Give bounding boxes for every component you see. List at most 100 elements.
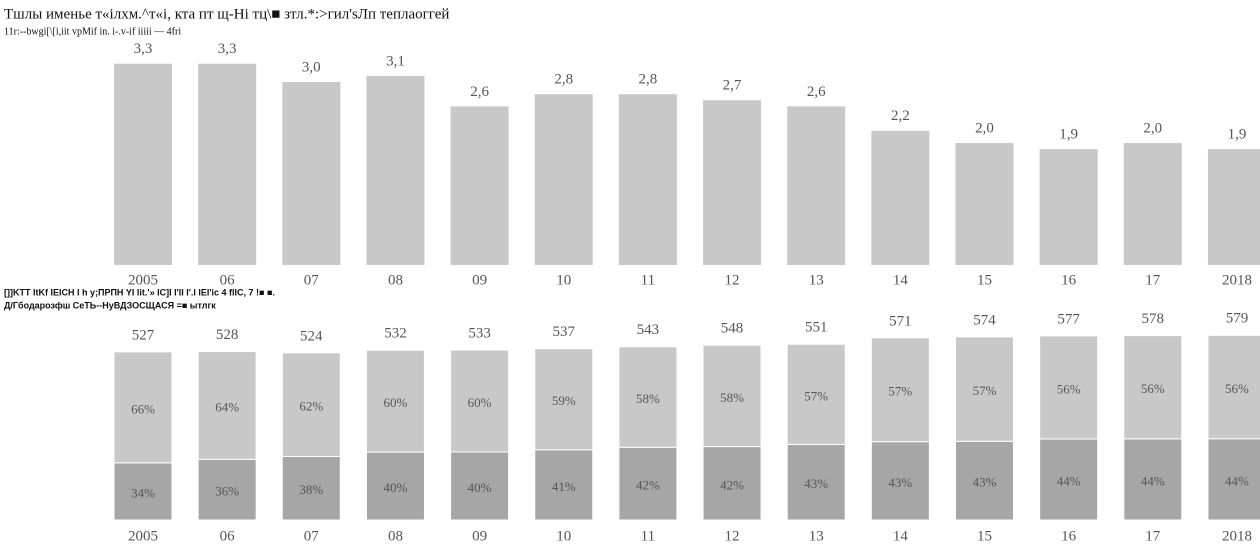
- bar-segment: [870, 441, 930, 521]
- value-label: 2,0: [975, 120, 994, 136]
- value-label: 42%: [636, 478, 660, 493]
- bar-segment: [113, 351, 173, 464]
- value-label: 38%: [299, 482, 323, 497]
- bar-segment: [113, 462, 173, 521]
- value-label: 44%: [1057, 473, 1081, 488]
- bar-segment: [450, 349, 510, 453]
- total-label: 578: [1142, 311, 1165, 327]
- value-label: 56%: [1141, 381, 1165, 396]
- value-label: 2,8: [639, 72, 658, 88]
- value-label: 34%: [131, 485, 155, 500]
- total-label: 524: [300, 328, 323, 344]
- value-label: 64%: [215, 399, 239, 414]
- value-label: 2,6: [807, 84, 826, 100]
- value-label: 59%: [552, 393, 576, 408]
- bar-segment: [1039, 438, 1099, 521]
- x-tick-label: 09: [472, 272, 487, 288]
- x-tick-label: 14: [893, 272, 909, 288]
- bar-segment: [450, 451, 510, 521]
- bar-segment: [365, 451, 425, 521]
- x-tick-label: 09: [472, 528, 487, 544]
- value-label: 58%: [636, 391, 660, 406]
- value-label: 3,0: [302, 59, 321, 75]
- x-tick-label: 2018: [1222, 528, 1252, 544]
- value-label: 57%: [888, 384, 912, 399]
- value-label: 57%: [973, 383, 997, 398]
- bar-segment: [197, 351, 257, 460]
- x-tick-label: 13: [809, 528, 824, 544]
- bar: [282, 82, 341, 265]
- x-tick-label: 14: [893, 528, 909, 544]
- bar: [618, 94, 677, 265]
- x-tick-label: 08: [388, 528, 403, 544]
- total-label: 551: [805, 320, 828, 336]
- bar-segment: [281, 455, 341, 521]
- x-tick-label: 13: [809, 272, 824, 288]
- x-tick-label: 17: [1145, 272, 1161, 288]
- x-tick-label: 11: [641, 272, 655, 288]
- bar: [703, 100, 762, 265]
- x-tick-label: 15: [977, 272, 992, 288]
- x-tick-label: 07: [304, 528, 320, 544]
- bar: [114, 63, 172, 266]
- chart-subtitle: 11r:--bwgi[\[i,iit vpMif in. i-.v-if iii…: [4, 26, 181, 37]
- value-label: 44%: [1141, 473, 1165, 488]
- bar: [450, 106, 509, 266]
- x-tick-label: 06: [220, 272, 236, 288]
- value-label: 3,1: [386, 53, 405, 69]
- value-label: 2,7: [723, 78, 742, 94]
- value-label: 43%: [973, 475, 997, 490]
- chart-title: []]KTT ItKf IEICH I h y;ПРПН YI lit.'» I…: [4, 287, 275, 297]
- value-label: 57%: [804, 388, 828, 403]
- value-label: 62%: [299, 399, 323, 414]
- bar: [1207, 149, 1260, 265]
- bar: [1123, 143, 1182, 265]
- bar-segment: [1039, 335, 1099, 440]
- total-label: 543: [637, 322, 660, 338]
- bar-segment: [1207, 438, 1260, 521]
- total-label: 533: [468, 325, 491, 341]
- chart-subtitle: Д/Гбодарозфш СеТЬ--НуВДЗОСЩАСЯ =■ ытлгк: [4, 300, 216, 310]
- x-tick-label: 11: [641, 528, 655, 544]
- value-label: 2,8: [554, 72, 573, 88]
- bar-segment: [1207, 334, 1260, 440]
- x-tick-label: 2005: [128, 272, 158, 288]
- x-tick-label: 10: [556, 272, 571, 288]
- total-label: 548: [721, 321, 744, 337]
- bar-segment: [955, 440, 1014, 521]
- bar-segment: [786, 343, 846, 445]
- value-label: 2,0: [1143, 120, 1162, 136]
- value-label: 56%: [1225, 381, 1249, 396]
- value-label: 60%: [384, 395, 408, 410]
- value-label: 1,9: [1228, 127, 1247, 143]
- x-tick-label: 15: [977, 528, 992, 544]
- x-tick-label: 2018: [1222, 272, 1252, 288]
- value-label: 1,9: [1059, 127, 1078, 143]
- total-label: 528: [216, 327, 239, 343]
- total-label: 532: [384, 326, 407, 342]
- value-label: 2,2: [891, 108, 910, 124]
- total-label: 574: [973, 312, 996, 328]
- value-label: 43%: [888, 475, 912, 490]
- bar: [198, 63, 257, 266]
- value-label: 44%: [1225, 473, 1249, 488]
- value-label: 3,3: [134, 41, 153, 57]
- bar-segment: [281, 352, 341, 457]
- total-label: 527: [132, 327, 155, 343]
- bar-segment: [1123, 335, 1183, 440]
- bar: [787, 106, 846, 266]
- value-label: 58%: [720, 390, 744, 405]
- x-tick-label: 08: [388, 272, 403, 288]
- x-tick-label: 12: [725, 528, 740, 544]
- value-label: 40%: [384, 480, 408, 495]
- x-tick-label: 16: [1061, 528, 1077, 544]
- bar-segment: [534, 449, 594, 521]
- bar-segment: [702, 344, 762, 448]
- bar-segment: [1123, 438, 1183, 521]
- x-tick-label: 2005: [128, 528, 158, 544]
- bar-segment: [870, 337, 930, 443]
- bar-segment: [786, 443, 846, 521]
- value-label: 2,6: [470, 84, 489, 100]
